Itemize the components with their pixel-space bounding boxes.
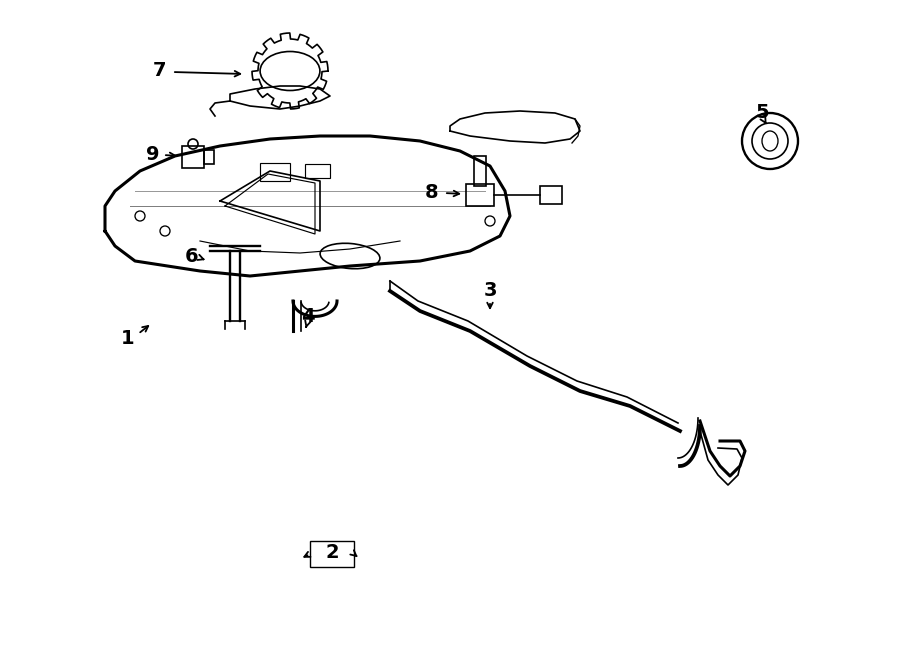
Text: 7: 7 [153, 61, 166, 81]
Bar [260, 163, 290, 181]
Bar [305, 164, 330, 178]
Bar [474, 156, 486, 186]
Bar [204, 150, 214, 164]
Text: 6: 6 [185, 247, 199, 266]
Text: 3: 3 [483, 282, 497, 301]
Bar [540, 186, 562, 204]
Bar [310, 541, 354, 567]
Bar [466, 184, 494, 206]
Text: 8: 8 [425, 182, 439, 202]
Text: 5: 5 [755, 104, 769, 122]
Text: 1: 1 [122, 329, 135, 348]
Bar [182, 146, 204, 168]
Text: 2: 2 [325, 543, 338, 563]
Text: 4: 4 [302, 307, 315, 325]
Text: 9: 9 [146, 145, 160, 163]
